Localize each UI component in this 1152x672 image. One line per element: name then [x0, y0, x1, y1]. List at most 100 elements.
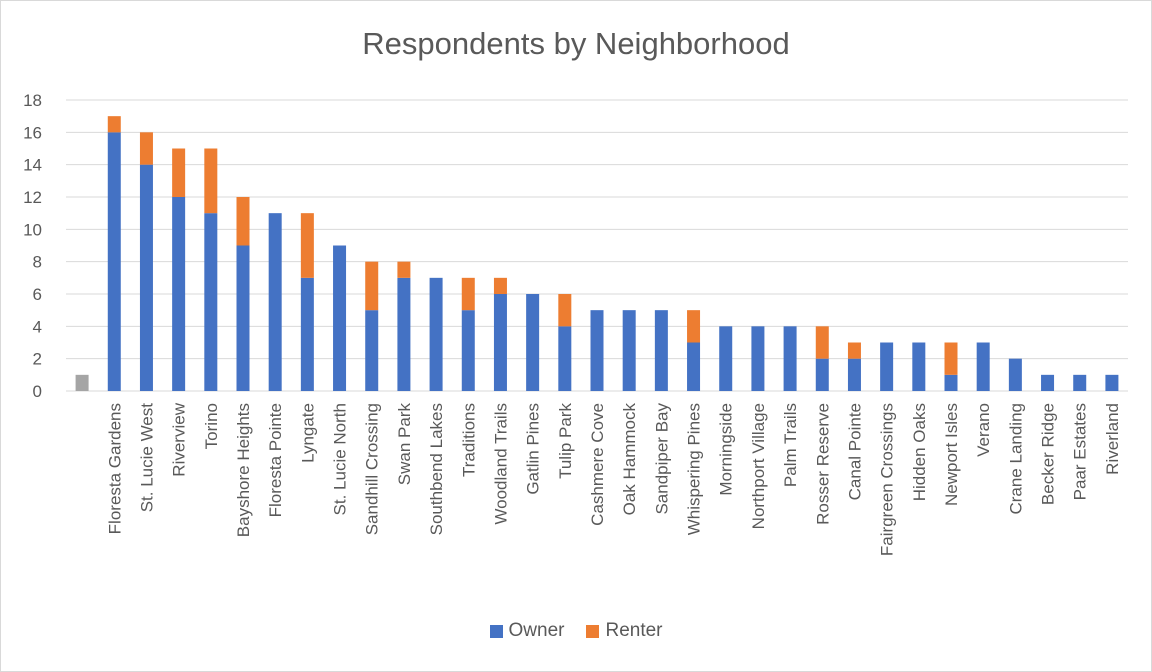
- x-tick-label: Palm Trails: [781, 403, 800, 487]
- y-tick-label: 12: [23, 188, 42, 207]
- bar-segment: [397, 261, 411, 278]
- bar-segment: [365, 310, 379, 391]
- y-tick-label: 10: [23, 220, 42, 239]
- bar-segment: [1105, 374, 1119, 391]
- bar-segment: [654, 310, 668, 391]
- bar-segment: [944, 374, 958, 391]
- y-tick-label: 8: [33, 253, 42, 272]
- x-tick-label: Swan Park: [395, 403, 414, 486]
- bar-segment: [687, 310, 701, 343]
- x-tick-label: Fairgreen Crossings: [878, 403, 897, 556]
- bar-segment: [300, 277, 314, 391]
- y-tick-label: 16: [23, 123, 42, 142]
- bar-segment: [880, 342, 894, 391]
- bar-segment: [976, 342, 990, 391]
- bar-segment: [526, 294, 540, 391]
- legend-entry-renter: Renter: [586, 620, 663, 642]
- bar-segment: [783, 326, 797, 391]
- bar-segment: [333, 245, 347, 391]
- bar-segment: [493, 294, 507, 391]
- x-tick-label: Riverview: [170, 402, 189, 476]
- bar-segment: [397, 277, 411, 391]
- legend-label-renter: Renter: [605, 620, 663, 641]
- legend-label-owner: Owner: [508, 620, 565, 641]
- bar-segment: [493, 277, 507, 294]
- y-tick-label: 0: [33, 382, 42, 401]
- bar-segment: [75, 374, 89, 391]
- bar-segment: [847, 342, 861, 359]
- x-tick-label: Tulip Park: [556, 403, 575, 479]
- x-tick-label: Southbend Lakes: [427, 403, 446, 535]
- bar-segment: [204, 148, 218, 214]
- x-tick-label: Sandhill Crossing: [363, 403, 382, 535]
- bar-segment: [751, 326, 765, 391]
- x-tick-label: Becker Ridge: [1039, 403, 1058, 505]
- x-tick-label: Newport Isles: [942, 403, 961, 506]
- x-tick-label: Canal Pointe: [845, 403, 864, 500]
- bar-segment: [236, 197, 250, 246]
- x-tick-label: St. Lucie North: [331, 403, 350, 515]
- x-tick-label: Bayshore Heights: [234, 403, 253, 537]
- x-tick-label: Oak Hammock: [620, 403, 639, 516]
- bar-segment: [107, 116, 121, 133]
- x-tick-label: Lyngate: [298, 403, 317, 463]
- legend-swatch-owner: [489, 624, 503, 638]
- x-tick-label: Morningside: [717, 403, 736, 496]
- x-tick-label: Crane Landing: [1006, 403, 1025, 515]
- bar-segment: [815, 358, 829, 391]
- y-tick-label: 18: [23, 91, 42, 110]
- bar-segment: [172, 148, 186, 197]
- y-tick-label: 6: [33, 285, 42, 304]
- x-tick-label: St. Lucie West: [137, 403, 156, 513]
- bar-segment: [461, 310, 475, 391]
- bar-segment: [687, 342, 701, 391]
- x-tick-label: Paar Estates: [1071, 403, 1090, 500]
- bar-segment: [172, 197, 186, 391]
- x-tick-label: Sandpiper Bay: [652, 403, 671, 515]
- bar-segment: [558, 294, 572, 327]
- x-tick-label: Northport Village: [749, 403, 768, 529]
- bar-segment: [365, 261, 379, 311]
- bar-segment: [268, 213, 282, 391]
- bar-segment: [236, 245, 250, 391]
- bar-segment: [558, 326, 572, 391]
- x-tick-label: Traditions: [459, 403, 478, 477]
- x-tick-label: Floresta Gardens: [105, 403, 124, 534]
- bar-segment: [815, 326, 829, 359]
- bar-segment: [590, 310, 604, 391]
- bar-segment: [107, 132, 121, 392]
- x-tick-label: Torino: [202, 403, 221, 449]
- bar-segment: [912, 342, 926, 391]
- bar-segment: [139, 132, 153, 165]
- bar-segment: [622, 310, 636, 391]
- bar-segment: [1073, 374, 1087, 391]
- y-tick-label: 4: [33, 317, 42, 336]
- y-tick-label: 2: [33, 350, 42, 369]
- bar-segment: [944, 342, 958, 375]
- x-tick-label: Whispering Pines: [685, 403, 704, 535]
- bar-segment: [1008, 358, 1022, 391]
- bar-segment: [719, 326, 733, 391]
- legend-swatch-renter: [586, 624, 600, 638]
- x-tick-label: Riverland: [1103, 403, 1122, 475]
- x-tick-label: Hidden Oaks: [910, 403, 929, 501]
- x-tick-label: Gatlin Pines: [524, 403, 543, 495]
- x-tick-label: Cashmere Cove: [588, 403, 607, 526]
- y-tick-label: 14: [23, 156, 42, 175]
- bar-segment: [847, 358, 861, 391]
- x-tick-label: Rosser Reserve: [813, 403, 832, 525]
- bar-segment: [429, 277, 443, 391]
- chart-title: Respondents by Neighborhood: [362, 26, 790, 61]
- bar-segment: [204, 213, 218, 391]
- x-tick-label: Floresta Pointe: [266, 403, 285, 517]
- legend: Owner Renter: [0, 620, 1152, 642]
- legend-entry-owner: Owner: [489, 620, 565, 642]
- bar-segment: [139, 164, 153, 391]
- bar-segment: [461, 277, 475, 311]
- bar-segment: [300, 213, 314, 278]
- bar-segment: [1041, 374, 1055, 391]
- x-tick-label: Woodland Trails: [491, 403, 510, 525]
- x-tick-label: Verano: [974, 403, 993, 457]
